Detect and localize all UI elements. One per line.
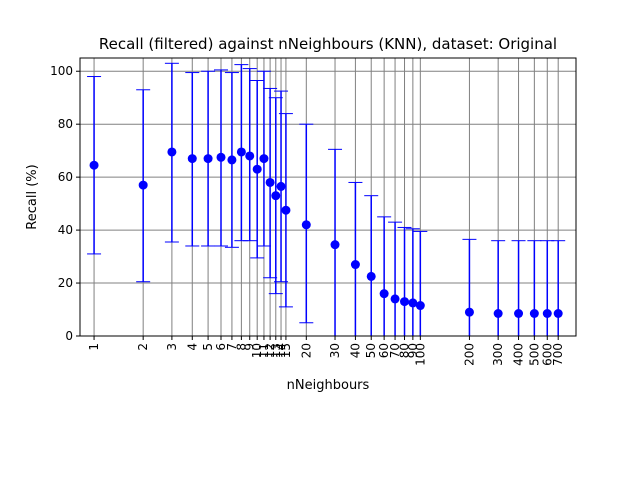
x-tick-label: 3	[165, 343, 179, 351]
x-tick-label: 15	[279, 343, 293, 358]
x-tick-label: 60	[377, 343, 391, 358]
data-point	[415, 301, 425, 311]
data-point	[245, 151, 255, 161]
data-point	[276, 181, 286, 191]
data-point	[138, 180, 148, 190]
x-tick-label: 1	[87, 343, 101, 351]
y-tick-label: 80	[58, 117, 73, 131]
x-tick-label: 70	[388, 343, 402, 358]
x-tick-label: 5	[201, 343, 215, 351]
x-tick-label: 10	[250, 343, 264, 358]
data-point	[301, 220, 311, 230]
x-tick-label: 12	[263, 343, 277, 358]
x-tick-label: 600	[540, 343, 554, 366]
y-tick-label: 40	[58, 223, 73, 237]
data-point	[464, 307, 474, 317]
x-tick-label: 14	[274, 343, 288, 358]
x-tick-label: 500	[527, 343, 541, 366]
data-point	[529, 308, 539, 318]
x-tick-label: 50	[364, 343, 378, 358]
x-tick-label: 80	[398, 343, 412, 358]
x-tick-label: 13	[269, 343, 283, 358]
data-point	[265, 177, 275, 187]
x-axis-label: nNeighbours	[287, 378, 370, 393]
data-point	[408, 298, 418, 308]
data-point	[350, 260, 360, 270]
x-tick-label: 100	[413, 343, 427, 366]
data-point	[379, 289, 389, 299]
x-tick-label: 9	[243, 343, 257, 351]
x-tick-label: 2	[136, 343, 150, 351]
x-tick-label: 700	[551, 343, 565, 366]
data-markers	[89, 147, 563, 318]
data-point	[390, 294, 400, 304]
data-point	[271, 191, 281, 201]
data-point	[167, 147, 177, 157]
chart-title: Recall (filtered) against nNeighbours (K…	[99, 35, 557, 53]
data-point	[259, 154, 269, 164]
x-tick-label: 90	[406, 343, 420, 358]
y-tick-label: 0	[65, 329, 73, 343]
x-tick-label: 400	[512, 343, 526, 366]
data-point	[400, 297, 410, 307]
data-point	[236, 147, 246, 157]
y-tick-label: 60	[58, 170, 73, 184]
data-point	[493, 308, 503, 318]
x-tick-label: 200	[462, 343, 476, 366]
data-point	[252, 164, 262, 174]
data-point	[542, 308, 552, 318]
data-point	[330, 240, 340, 250]
y-axis-ticks: 0 20 40 60 80 100	[50, 64, 80, 343]
x-tick-label: 11	[257, 343, 271, 358]
x-tick-label: 4	[185, 343, 199, 351]
x-tick-label: 6	[214, 343, 228, 351]
y-tick-label: 100	[50, 64, 73, 78]
x-tick-label: 20	[299, 343, 313, 358]
data-point	[89, 160, 99, 170]
data-point	[216, 152, 226, 162]
y-tick-label: 20	[58, 276, 73, 290]
x-tick-label: 30	[328, 343, 342, 358]
data-point	[514, 308, 524, 318]
data-point	[553, 308, 563, 318]
data-point	[187, 154, 197, 164]
x-tick-label: 8	[234, 343, 248, 351]
plot-frame	[79, 57, 577, 337]
x-tick-label: 40	[348, 343, 362, 358]
x-tick-label: 7	[225, 343, 239, 351]
data-point	[203, 154, 213, 164]
data-point	[227, 155, 237, 165]
data-point	[281, 205, 291, 215]
data-point	[366, 271, 376, 281]
x-tick-label: 300	[491, 343, 505, 366]
y-axis-label: Recall (%)	[25, 164, 40, 229]
